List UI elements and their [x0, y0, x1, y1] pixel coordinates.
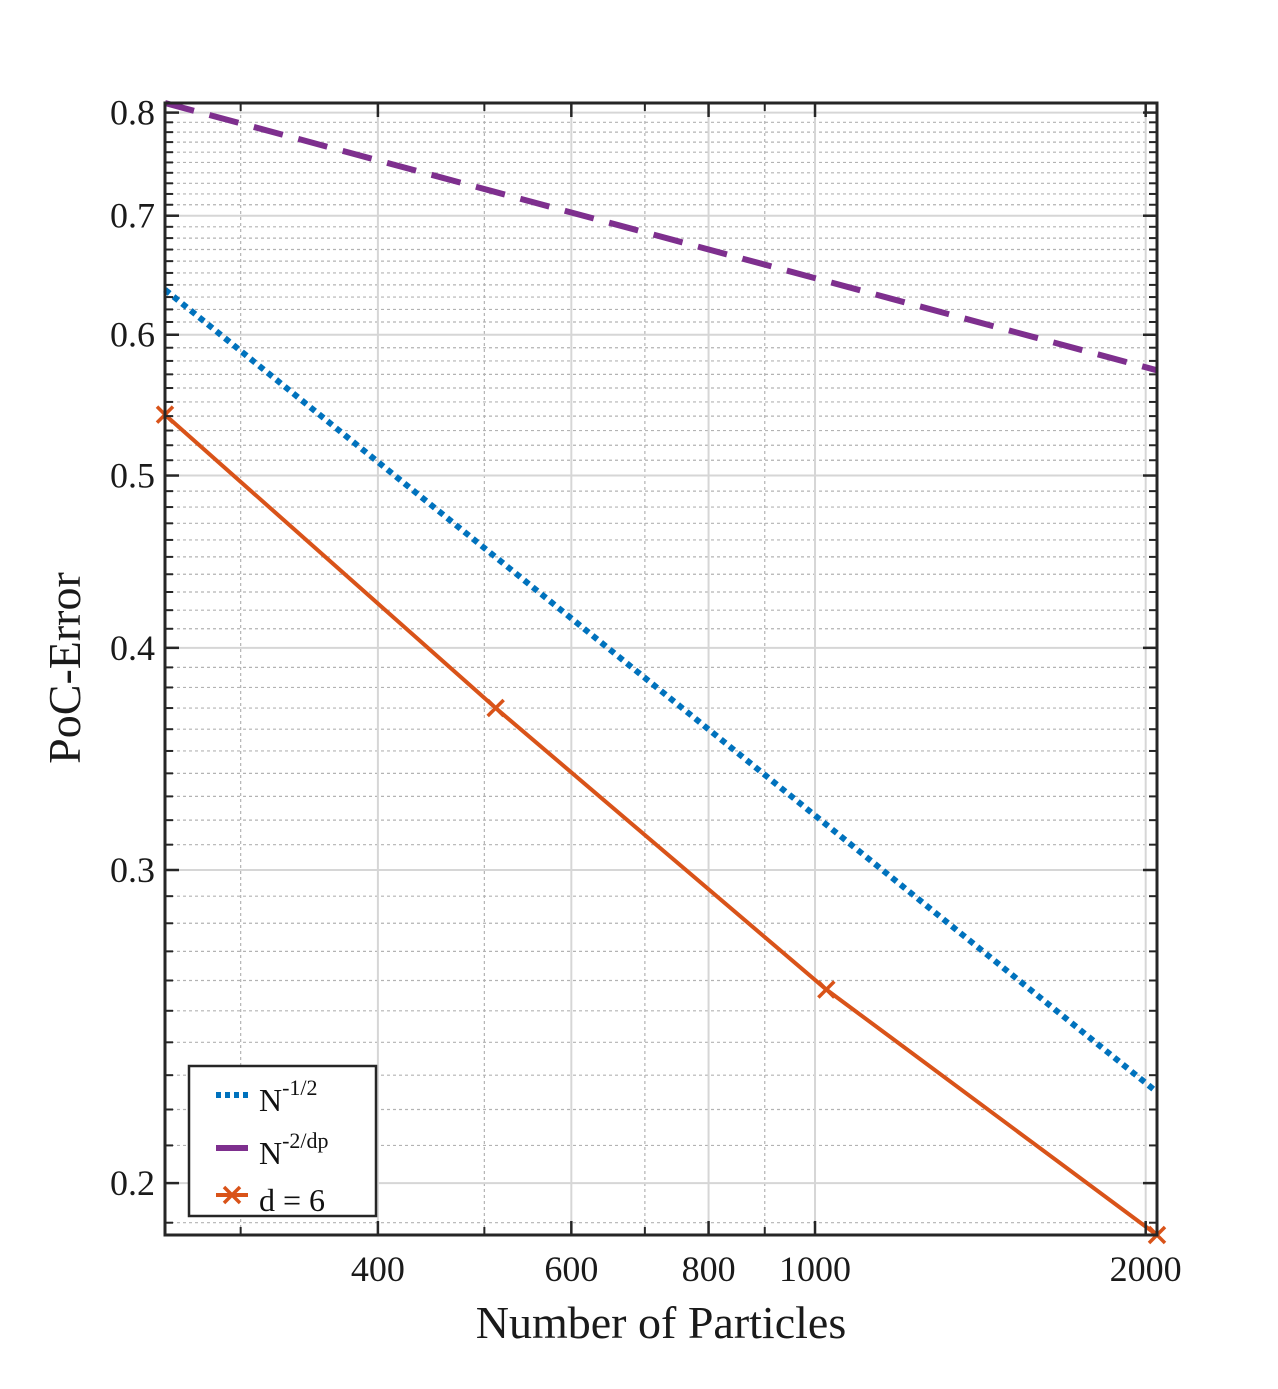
x-tick-label: 1000 [779, 1249, 851, 1289]
series-line-2 [163, 413, 1159, 1237]
y-tick-label: 0.4 [110, 628, 155, 668]
y-tick-label: 0.3 [110, 850, 155, 890]
x-tick-labels: 400 600 800 1000 2000 [351, 1249, 1182, 1289]
series-line-0 [163, 287, 1159, 1095]
x-tick-label: 600 [544, 1249, 598, 1289]
series-marker [486, 698, 505, 718]
legend-label: N-1/2 [259, 1075, 318, 1118]
legend-label: N-2/dp [259, 1128, 329, 1171]
axis-ticks [165, 103, 1157, 1235]
y-tick-label: 0.5 [110, 456, 155, 496]
series-line-1 [164, 100, 1158, 374]
legend: N-1/2 N-2/dp d = 6 [187, 1064, 378, 1218]
x-tick-label: 400 [351, 1249, 405, 1289]
x-tick-label: 2000 [1110, 1249, 1182, 1289]
legend-label: d = 6 [259, 1182, 325, 1218]
plot-frame [163, 101, 1159, 1237]
x-axis-title: Number of Particles [476, 1297, 846, 1348]
y-tick-label: 0.7 [110, 196, 155, 236]
x-tick-label: 800 [682, 1249, 736, 1289]
y-tick-label: 0.8 [110, 93, 155, 133]
grid-major [165, 103, 1157, 1235]
series-marker [817, 980, 836, 999]
y-tick-label: 0.6 [110, 315, 155, 355]
y-tick-label: 0.2 [110, 1163, 155, 1203]
legend-marker [222, 1185, 242, 1205]
y-axis-title: PoC-Error [39, 572, 90, 764]
legend-box [187, 1064, 378, 1218]
grid-minor [165, 103, 1157, 1235]
y-tick-labels: 0.2 0.3 0.4 0.5 0.6 0.7 0.8 [110, 93, 155, 1204]
